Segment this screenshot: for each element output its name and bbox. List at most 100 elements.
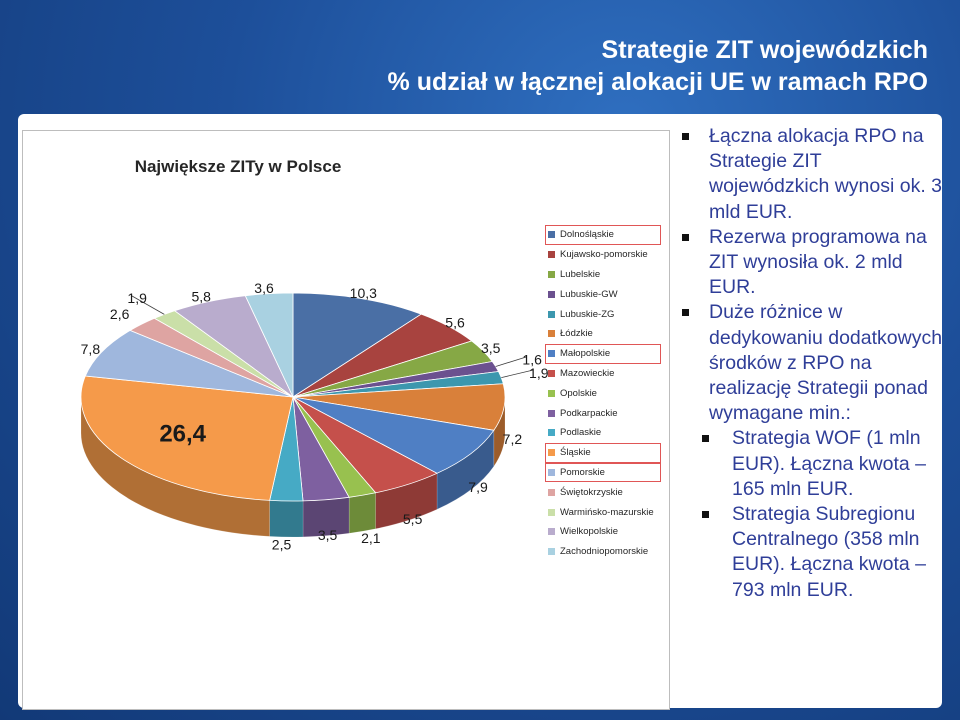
slide-title: Strategie ZIT wojewódzkich % udział w łą… (168, 34, 928, 98)
pie-slice (292, 396, 495, 474)
pie-slice-side (269, 500, 304, 538)
legend-label: Lubelskie (560, 268, 601, 280)
bullet-square-icon (682, 133, 689, 140)
legend-swatch (548, 290, 555, 298)
legend-item: Lubelskie (545, 265, 669, 285)
pie-data-labels: 10,35,63,51,61,97,27,95,52,13,52,526,47,… (81, 280, 549, 552)
pie-chart-plot: 10,35,63,51,61,97,27,95,52,13,52,526,47,… (80, 280, 549, 553)
content-panel: Największe ZITy w Polsce 10,3 5,6 3,5 1,6 1,… (18, 114, 944, 710)
sub-bullet-item: Strategia Subregionu Centralnego (358 ml… (682, 502, 944, 603)
legend-label: Świętokrzyskie (560, 486, 623, 498)
data-label-leader-line (130, 295, 165, 315)
data-label: 7,9 (468, 479, 488, 495)
data-label: 10,3 (350, 285, 377, 301)
data-label: 2,1 (361, 530, 381, 546)
data-label: 2,5 (272, 537, 292, 553)
legend-item: Kujawsko-pomorskie (545, 245, 669, 265)
data-label-leader-line (501, 369, 533, 379)
bullet-text: Strategia WOF (1 mln EUR). Łączna kwota … (732, 427, 927, 500)
legend-label: Opolskie (560, 387, 597, 399)
slide-title-line-1: Strategie ZIT wojewódzkich (601, 36, 928, 64)
legend-item: Wielkopolskie (545, 522, 669, 542)
legend-label: Łódzkie (560, 328, 593, 340)
legend-label: Warmińsko-mazurskie (560, 506, 654, 518)
pie-slice (244, 292, 294, 398)
legend-label: Małopolskie (560, 348, 611, 360)
bullet-square-icon (702, 435, 709, 443)
legend-item: Podkarpackie (545, 403, 669, 423)
legend-swatch (548, 310, 555, 318)
legend-swatch (548, 251, 555, 259)
pie-slices (80, 292, 506, 502)
legend-item: Lubuskie-ZG (545, 304, 669, 324)
legend-swatch (548, 231, 555, 239)
data-label: 3,5 (318, 527, 338, 543)
legend-swatch (548, 389, 555, 397)
data-label: 1,6 (522, 352, 542, 368)
bullet-text: Rezerwa programowa na ZIT wynosiła ok. 2… (709, 225, 927, 299)
legend-item: Świętokrzyskie (545, 482, 669, 502)
legend-swatch (548, 449, 555, 457)
data-label: 5,5 (403, 511, 423, 527)
slide-title-line-2: % udział w łącznej alokacji UE w ramach … (387, 68, 928, 96)
data-label: 5,8 (191, 288, 211, 304)
legend-swatch (548, 548, 555, 556)
bullet-text: Strategia Subregionu Centralnego (358 ml… (732, 503, 927, 601)
legend-label: Mazowieckie (560, 367, 615, 379)
legend-swatch (548, 369, 555, 377)
legend-swatch (548, 350, 555, 358)
legend-label: Kujawsko-pomorskie (560, 249, 648, 261)
legend-item: Małopolskie (545, 343, 661, 364)
chart-legend: Dolnośląskie Kujawsko-pomorskie Lubelskie L… (545, 225, 669, 562)
legend-swatch (548, 468, 555, 476)
bullet-list: Łączna alokacja RPO na Strategie ZIT woj… (682, 124, 944, 603)
legend-swatch (548, 409, 555, 417)
legend-item: Śląskie (545, 442, 661, 463)
legend-item: Zachodniopomorskie (545, 542, 669, 562)
legend-swatch (548, 429, 555, 437)
legend-label: Dolnośląskie (560, 229, 614, 241)
bullet-item: Rezerwa programowa na ZIT wynosiła ok. 2… (682, 225, 944, 301)
legend-label: Lubuskie-ZG (560, 308, 615, 320)
legend-item: Łódzkie (545, 324, 669, 344)
data-label: 1,9 (529, 365, 549, 381)
data-label: 7,2 (503, 431, 523, 447)
pie-slice-side (348, 492, 376, 534)
data-label-leader-line (495, 356, 527, 367)
legend-label: Śląskie (560, 447, 591, 459)
chart-title: Największe ZITy w Polsce (134, 157, 342, 176)
bullet-item: Łączna alokacja RPO na Strategie ZIT woj… (682, 124, 944, 225)
pie-slice (292, 292, 423, 398)
legend-swatch (548, 270, 555, 278)
legend-item: Podlaskie (545, 423, 669, 443)
legend-swatch (548, 528, 555, 536)
legend-item: Warmińsko-mazurskie (545, 502, 669, 522)
legend-label: Lubuskie-GW (560, 288, 618, 300)
bullet-square-icon (682, 309, 689, 317)
data-label: 3,6 (254, 280, 274, 296)
bullet-text: Łączna alokacja RPO na Strategie ZIT woj… (709, 125, 943, 223)
data-label: 2,6 (110, 306, 130, 322)
data-label: 1,9 (127, 290, 147, 306)
legend-label: Wielkopolskie (560, 526, 619, 538)
legend-swatch (548, 330, 555, 338)
pie-slice (84, 329, 294, 398)
data-label: 3,5 (481, 340, 501, 356)
pie-chart: Największe ZITy w Polsce 10,3 5,6 3,5 1,6 1,… (22, 130, 670, 710)
bullet-square-icon (682, 233, 689, 241)
data-label: 26,4 (159, 420, 206, 447)
bullet-item: Duże różnice w dedykowaniu dodatkowych ś… (682, 300, 944, 426)
legend-label: Pomorskie (560, 466, 605, 478)
data-label: 7,8 (81, 341, 101, 357)
pie-slice (80, 375, 294, 501)
sub-bullet-item: Strategia WOF (1 mln EUR). Łączna kwota … (682, 426, 944, 502)
legend-label: Zachodniopomorskie (560, 546, 649, 558)
legend-item: Dolnośląskie (545, 225, 661, 245)
legend-item: Mazowieckie (545, 364, 669, 384)
bullet-text: Duże różnice w dedykowaniu dodatkowych ś… (709, 301, 943, 425)
legend-item: Lubuskie-GW (545, 284, 669, 304)
bullet-square-icon (702, 511, 709, 519)
legend-swatch (548, 488, 555, 496)
data-label: 5,6 (445, 314, 465, 330)
legend-item: Opolskie (545, 383, 669, 403)
